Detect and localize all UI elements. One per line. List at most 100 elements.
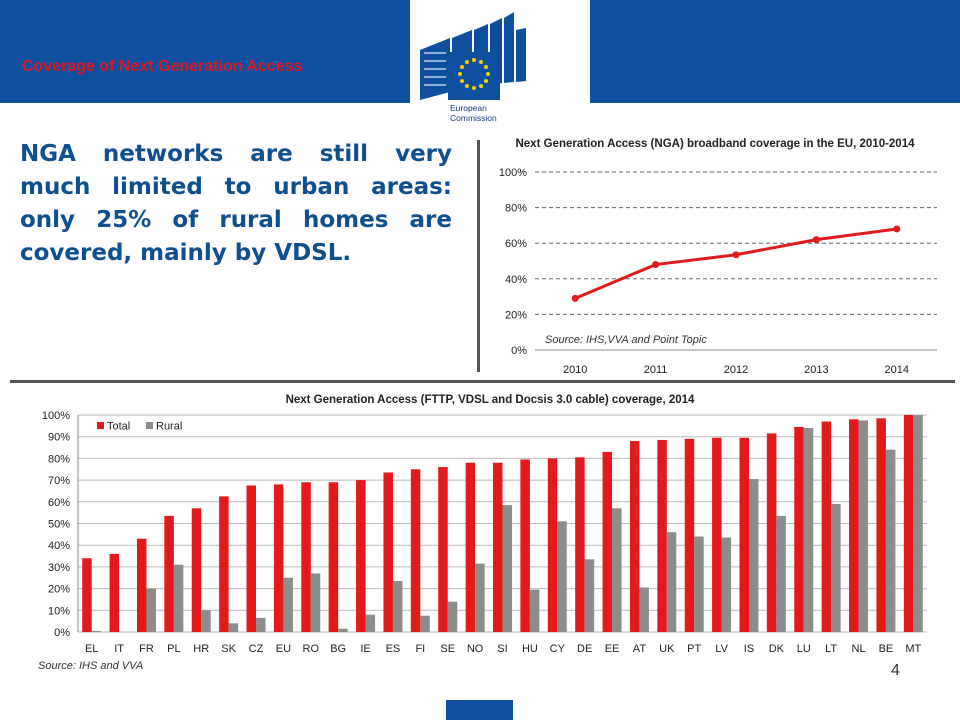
line-chart-xtick: 2013: [804, 364, 828, 376]
bar-total: [465, 462, 476, 632]
logo-line-2: Commission: [450, 113, 497, 123]
bar-total: [849, 419, 859, 632]
bar-chart-xtick: LT: [825, 643, 837, 655]
bar-rural: [201, 610, 211, 632]
bar-chart-xtick: LU: [797, 643, 811, 655]
bar-chart-xtick: HR: [193, 643, 209, 655]
bar-total: [876, 418, 886, 632]
bar-total: [82, 558, 92, 632]
bar-rural: [529, 589, 540, 632]
bar-total: [136, 538, 147, 632]
bar-rural: [721, 537, 732, 632]
bar-total: [410, 469, 421, 632]
line-chart-point: [732, 251, 740, 259]
bar-chart-xtick: PL: [167, 643, 180, 655]
bar-chart-xtick: SE: [440, 643, 455, 655]
legend-label-rural: Rural: [156, 421, 182, 433]
bar-rural: [748, 479, 759, 632]
bar-chart-ytick: 50%: [48, 519, 70, 531]
bar-total: [766, 433, 777, 632]
line-chart-ytick: 60%: [505, 238, 527, 250]
bar-rural: [283, 577, 293, 632]
vertical-divider: [477, 140, 480, 372]
bar-rural: [475, 563, 485, 632]
bar-chart-xtick: DE: [577, 643, 592, 655]
line-chart-point: [571, 294, 579, 302]
commission-building-icon: [420, 12, 526, 100]
bar-total: [219, 496, 229, 632]
bar-chart-ytick: 20%: [48, 584, 70, 596]
bar-chart-xtick: SI: [497, 643, 507, 655]
legend-swatch-rural: [146, 422, 153, 429]
footer-block: [446, 700, 513, 720]
bar-chart-source: Source: IHS and VVA: [38, 660, 144, 672]
bar-total: [109, 553, 120, 632]
bar-rural: [831, 503, 841, 632]
bar-rural: [392, 581, 403, 632]
bar-chart-xtick: DK: [769, 643, 785, 655]
line-chart-ytick: 40%: [505, 274, 527, 286]
bar-chart-xtick: NO: [467, 643, 484, 655]
bar-total: [246, 485, 257, 632]
line-chart-xtick: 2012: [724, 364, 748, 376]
line-chart-ytick: 80%: [505, 203, 527, 215]
bar-chart-ytick: 80%: [48, 453, 70, 465]
bar-total: [356, 480, 366, 632]
bar-total: [383, 472, 393, 632]
bar-total: [739, 437, 749, 632]
bar-chart-xtick: UK: [659, 643, 675, 655]
line-chart-point: [652, 261, 660, 269]
line-chart-xtick: 2014: [885, 364, 909, 376]
line-chart-title: Next Generation Access (NGA) broadband c…: [515, 138, 915, 150]
bar-total: [712, 437, 722, 632]
bar-chart-xtick: MT: [905, 643, 921, 655]
bar-chart-xtick: RO: [303, 643, 320, 655]
bar-rural: [666, 532, 677, 632]
bar-total: [575, 457, 585, 632]
line-chart-point: [812, 236, 820, 244]
bar-rural: [447, 601, 458, 632]
bar-rural: [146, 588, 156, 632]
bar-rural: [639, 587, 649, 632]
bar-total: [493, 462, 503, 632]
page-number: 4: [891, 662, 900, 679]
bar-rural: [338, 628, 348, 632]
bar-rural: [173, 564, 184, 632]
horizontal-divider: [10, 380, 955, 383]
bar-chart-xtick: FR: [139, 643, 154, 655]
bar-chart-xtick: AT: [633, 643, 647, 655]
bar-chart-xtick: IE: [360, 643, 370, 655]
bar-chart: 0% 10% 20% 30% 40% 50% 60% 70% 80% 90% 100% EL IT FR P…: [42, 410, 927, 655]
bar-total: [164, 515, 174, 632]
bar-chart-xtick: HU: [522, 643, 538, 655]
bar-total: [438, 467, 448, 632]
bar-rural: [310, 573, 321, 632]
bar-rural: [584, 559, 595, 632]
bar-total: [191, 508, 202, 632]
bar-total: [273, 484, 284, 632]
line-chart-source: Source: IHS,VVA and Point Topic: [545, 334, 707, 346]
bar-chart-xtick: IT: [114, 643, 124, 655]
bar-total: [684, 438, 695, 632]
bar-rural: [858, 420, 869, 632]
line-chart: 0% 20% 40% 60% 80% 100% 2010 2011 2012 2013 2014: [499, 167, 937, 376]
line-chart-ytick: 100%: [499, 167, 527, 179]
bar-rural: [420, 615, 430, 632]
european-commission-logo: European Commission: [410, 0, 590, 134]
bar-chart-ytick: 10%: [48, 605, 70, 617]
bar-chart-xtick: EU: [276, 643, 291, 655]
legend-label-total: Total: [107, 421, 130, 433]
bar-rural: [365, 614, 376, 632]
bar-chart-ytick: 60%: [48, 497, 70, 509]
bar-rural: [228, 623, 239, 632]
bar-total: [903, 415, 914, 632]
bar-chart-xtick: EL: [85, 643, 98, 655]
bar-rural: [91, 630, 102, 632]
line-chart-point: [893, 225, 901, 233]
bar-chart-xtick: IS: [744, 643, 754, 655]
bar-chart-xtick: PT: [687, 643, 701, 655]
bar-rural: [803, 428, 814, 632]
bar-chart-ytick: 70%: [48, 475, 70, 487]
bar-chart-xtick: SK: [221, 643, 236, 655]
bar-rural: [913, 415, 923, 632]
